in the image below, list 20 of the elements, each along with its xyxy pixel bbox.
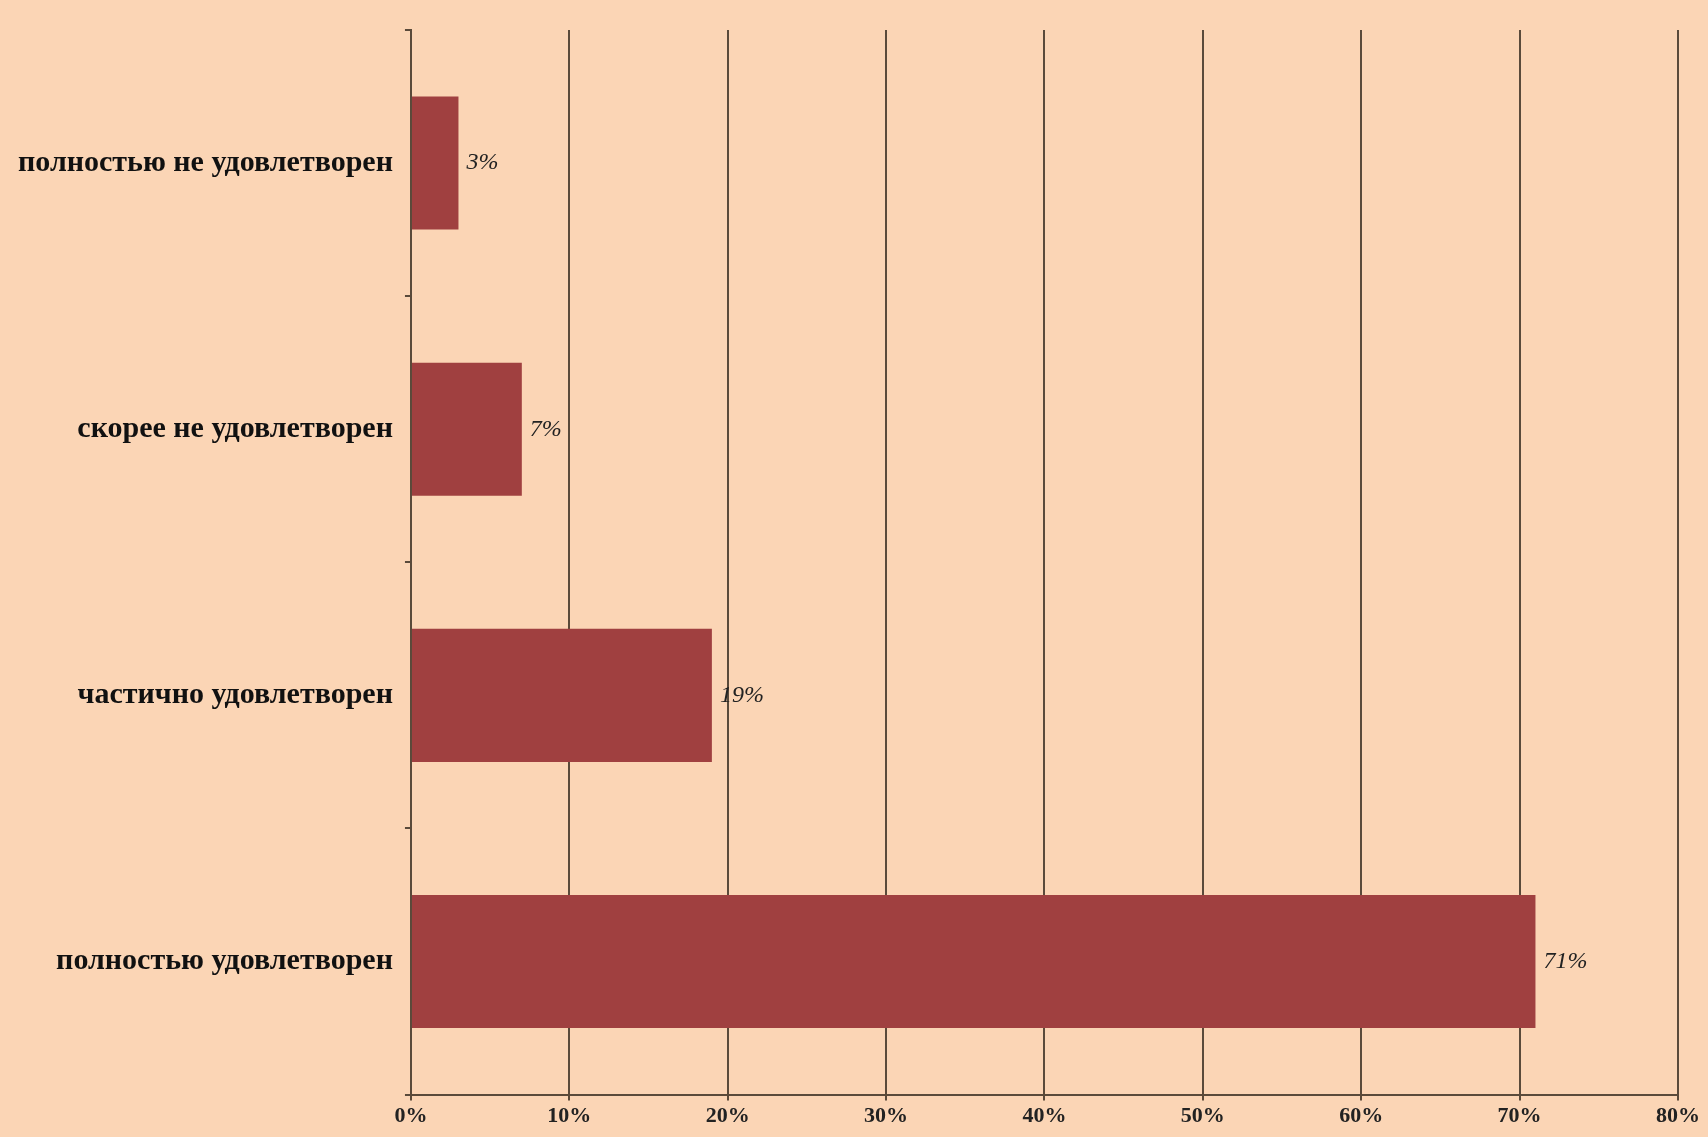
x-tick-label: 0% [394,1102,428,1128]
bar [411,894,1536,1029]
y-tick-label: полностью удовлетворен [56,942,393,976]
x-tick-label: 40% [1022,1102,1067,1128]
bar [411,362,522,496]
data-label: 71% [1543,946,1588,973]
data-label: 3% [465,148,499,175]
x-tick-label: 80% [1656,1102,1700,1128]
x-tick-label: 10% [547,1102,592,1128]
x-tick-label: 20% [705,1102,750,1128]
x-tick-label: 30% [864,1102,909,1128]
data-label: 7% [529,414,562,441]
y-tick-label: полностью не удовлетворен [17,143,393,177]
x-tick-label: 70% [1497,1102,1542,1128]
y-tick-label: частично удовлетворен [77,676,393,710]
bar [411,628,712,762]
x-tick-label: 60% [1339,1102,1384,1128]
x-tick-label: 50% [1180,1102,1225,1128]
bar [411,96,459,230]
y-tick-label: скорее не удовлетворен [77,409,393,443]
